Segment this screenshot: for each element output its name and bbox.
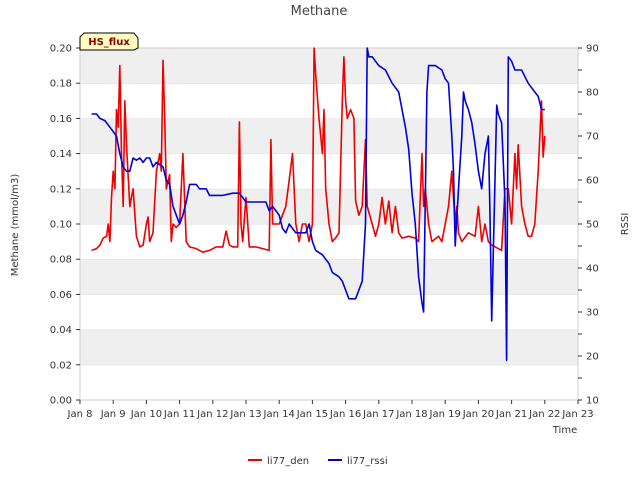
y2-tick-label: 60 — [586, 176, 599, 187]
y-tick-label: 0.04 — [50, 325, 72, 336]
y-tick-label: 0.06 — [50, 290, 72, 301]
grid-band — [80, 224, 578, 260]
plot-background-bands — [80, 47, 578, 400]
series-line-li77-rssi — [91, 47, 545, 362]
y2-tick-label: 40 — [586, 264, 599, 275]
grid-band — [80, 329, 578, 365]
x-tick-label: Jan 16 — [329, 409, 361, 420]
y2-tick-label: 80 — [586, 88, 599, 99]
x-tick-label: Jan 14 — [263, 409, 295, 420]
x-tick-label: Jan 11 — [163, 409, 195, 420]
series-line-li77-den — [91, 47, 546, 253]
y-axis-right-ticks: 10 20 30 40 50 60 70 80 90 — [578, 44, 599, 407]
x-tick-label: Jan 19 — [429, 409, 461, 420]
y-tick-label: 0.08 — [50, 255, 72, 266]
badge-shape — [79, 32, 139, 51]
x-tick-label: Jan 18 — [395, 409, 427, 420]
grid-band — [80, 83, 578, 119]
y-tick-label: 0.12 — [50, 184, 72, 195]
x-axis-ticks: Jan 8 Jan 9 Jan 10 Jan 11 Jan 12 Jan 13 Jan 14… — [67, 400, 594, 420]
y-tick-label: 0.00 — [50, 396, 72, 407]
y2-tick-label: 90 — [586, 44, 599, 55]
y2-tick-label: 30 — [586, 308, 599, 319]
x-tick-label: Jan 8 — [67, 409, 93, 420]
y-tick-label: 0.16 — [50, 114, 72, 125]
x-tick-label: Jan 15 — [296, 409, 328, 420]
y2-axis-label: RSSI — [620, 213, 631, 236]
x-tick-label: Jan 23 — [561, 409, 593, 420]
grid-band — [80, 364, 578, 400]
y-tick-label: 0.14 — [50, 149, 72, 160]
hs-flux-badge: HS_flux — [79, 32, 139, 51]
x-tick-label: Jan 17 — [362, 409, 394, 420]
y2-tick-label: 20 — [586, 352, 599, 363]
y-axis-left-ticks: 0.00 0.02 0.04 0.06 0.08 0.10 0.12 0.14 0.16 0.18… — [50, 44, 80, 407]
y2-tick-label: 50 — [586, 220, 599, 231]
x-tick-label: Jan 12 — [196, 409, 228, 420]
x-tick-label: Jan 21 — [495, 409, 527, 420]
x-tick-label: Jan 22 — [528, 409, 560, 420]
chart-title: Methane — [291, 4, 348, 19]
y-axis-label: Methane (mmol/m3) — [10, 174, 21, 277]
y-tick-label: 0.18 — [50, 79, 72, 90]
x-tick-label: Jan 9 — [100, 409, 126, 420]
y2-tick-label: 10 — [586, 396, 599, 407]
series-lines — [91, 47, 546, 362]
badge-label: HS_flux — [88, 37, 130, 48]
y-tick-label: 0.10 — [50, 220, 72, 231]
grid-band — [80, 48, 578, 84]
legend-label-li77-den: li77_den — [267, 456, 309, 467]
x-tick-label: Jan 20 — [462, 409, 494, 420]
x-axis-label: Time — [552, 425, 577, 436]
y-tick-label: 0.02 — [50, 360, 72, 371]
y-tick-label: 0.20 — [50, 44, 72, 55]
grid-band — [80, 294, 578, 330]
x-tick-label: Jan 13 — [229, 409, 261, 420]
legend: li77_den li77_rssi — [248, 456, 388, 467]
x-tick-label: Jan 10 — [130, 409, 162, 420]
legend-label-li77-rssi: li77_rssi — [347, 456, 388, 467]
y2-tick-label: 70 — [586, 132, 599, 143]
